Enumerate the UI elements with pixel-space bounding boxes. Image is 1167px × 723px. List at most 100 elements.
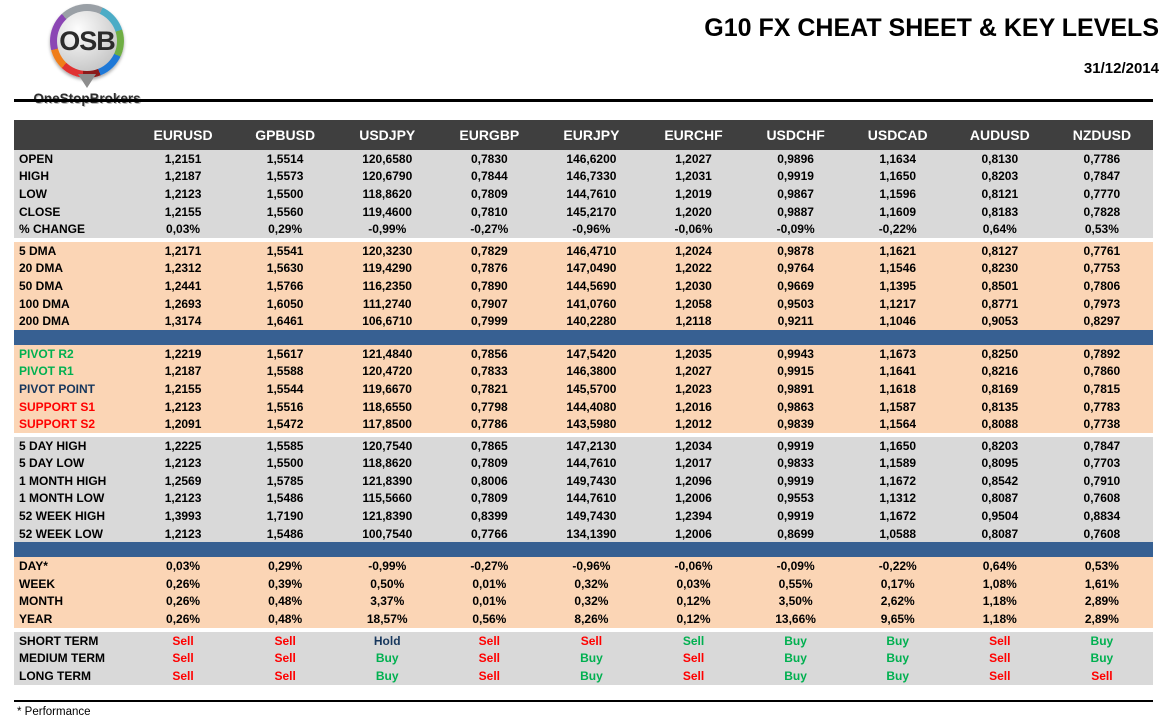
- value-cell: Sell: [478, 651, 500, 666]
- value-cell: Hold: [373, 633, 401, 648]
- table-row: SUPPORT S1 1,2123 1,5516 118,6550 0,7798 144,…: [14, 398, 1153, 416]
- value-cell: 121,8390: [362, 509, 413, 524]
- row-label: 1 MONTH HIGH: [19, 473, 107, 488]
- value-cell: 1,2155: [164, 204, 202, 219]
- value-cell: 0,8297: [1083, 314, 1121, 329]
- value-cell: 0,8216: [981, 364, 1019, 379]
- section-divider-bar: [14, 542, 1153, 558]
- value-cell: 0,9211: [777, 314, 814, 329]
- value-cell: 2,89%: [1084, 612, 1119, 627]
- value-cell: 144,7610: [566, 456, 617, 471]
- column-header: EURJPY: [563, 127, 620, 143]
- report-date: 31/12/2014: [1083, 60, 1159, 77]
- row-label: LOW: [19, 186, 47, 201]
- header-divider: [14, 99, 1153, 102]
- value-cell: 1,61%: [1084, 576, 1119, 591]
- table-row: WEEK 0,26% 0,39% 0,50% 0,01% 0,32% 0,03% 0,55% 0…: [14, 575, 1153, 593]
- value-cell: 0,32%: [574, 576, 609, 591]
- value-cell: 0,8087: [981, 526, 1019, 541]
- value-cell: -0,06%: [674, 559, 713, 574]
- value-cell: 0,03%: [676, 576, 711, 591]
- value-cell: 0,56%: [472, 612, 507, 627]
- value-cell: 0,8501: [981, 278, 1019, 293]
- column-header: AUDUSD: [969, 127, 1030, 143]
- section-gap: [14, 432, 1153, 437]
- value-cell: 1,1673: [879, 346, 917, 361]
- value-cell: Buy: [1090, 633, 1114, 648]
- value-cell: -0,09%: [776, 559, 815, 574]
- value-cell: 149,7430: [566, 473, 617, 488]
- value-cell: 1,2027: [675, 364, 712, 379]
- value-cell: 149,7430: [566, 509, 617, 524]
- value-cell: 1,5560: [266, 204, 304, 219]
- value-cell: 1,6050: [266, 296, 304, 311]
- value-cell: -0,99%: [368, 559, 407, 574]
- value-cell: 0,8088: [981, 417, 1019, 432]
- value-cell: 0,7876: [470, 261, 508, 276]
- brand-name: OneStopBrokers: [22, 91, 152, 106]
- value-cell: 118,6550: [362, 399, 412, 414]
- table-header-row: EURUSD GPBUSD USDJPY EURGBP EURJPY EURCHF USDC…: [14, 120, 1153, 150]
- value-cell: 0,9867: [777, 186, 814, 201]
- row-label: OPEN: [19, 151, 54, 166]
- value-cell: 0,7847: [1083, 438, 1121, 453]
- value-cell: 120,4720: [362, 364, 413, 379]
- value-cell: 1,18%: [982, 594, 1017, 609]
- value-cell: Buy: [886, 651, 910, 666]
- value-cell: 0,8542: [981, 473, 1019, 488]
- value-cell: 0,26%: [166, 576, 201, 591]
- value-cell: 134,1390: [566, 526, 617, 541]
- value-cell: Sell: [682, 668, 705, 683]
- value-cell: 1,2017: [675, 456, 712, 471]
- value-cell: 0,9919: [777, 169, 814, 184]
- value-cell: Sell: [478, 633, 500, 648]
- value-cell: 0,9833: [777, 456, 814, 471]
- row-label: 5 DAY LOW: [19, 456, 85, 471]
- value-cell: 115,5660: [362, 491, 412, 506]
- value-cell: 144,4080: [566, 399, 617, 414]
- value-cell: 0,39%: [268, 576, 303, 591]
- value-cell: 1,5514: [266, 151, 304, 166]
- value-cell: 1,2569: [164, 473, 202, 488]
- value-cell: 0,9764: [777, 261, 814, 276]
- value-cell: 1,2019: [675, 186, 712, 201]
- value-cell: 0,17%: [880, 576, 915, 591]
- value-cell: Sell: [172, 651, 194, 666]
- value-cell: 1,2020: [675, 204, 712, 219]
- value-cell: 1,2035: [675, 346, 712, 361]
- value-cell: 145,5700: [566, 381, 617, 396]
- value-cell: Sell: [274, 651, 296, 666]
- table-row: % CHANGE 0,03% 0,29% -0,99% -0,27% -0,96% -0,0…: [14, 220, 1153, 238]
- value-cell: 0,50%: [370, 576, 405, 591]
- value-cell: 1,2693: [164, 296, 202, 311]
- value-cell: 0,7865: [470, 438, 508, 453]
- value-cell: -0,96%: [572, 222, 611, 237]
- value-cell: 1,5541: [266, 243, 304, 258]
- value-cell: 1,5544: [266, 381, 304, 396]
- row-label: 52 WEEK HIGH: [19, 509, 106, 524]
- value-cell: Buy: [375, 651, 399, 666]
- table-row: OPEN 1,2151 1,5514 120,6580 0,7830 146,6200 1,…: [14, 150, 1153, 168]
- value-cell: 0,55%: [778, 576, 813, 591]
- section-gap: [14, 627, 1153, 632]
- value-cell: 1,2155: [164, 381, 202, 396]
- value-cell: 1,2187: [164, 169, 202, 184]
- value-cell: 144,7610: [566, 491, 617, 506]
- osb-logo: OSB OneStopBrokers: [22, 4, 152, 106]
- value-cell: 143,5980: [566, 417, 617, 432]
- value-cell: 0,8095: [981, 456, 1019, 471]
- section-ohlc: OPEN 1,2151 1,5514 120,6580 0,7830 146,6200 1,…: [14, 150, 1153, 238]
- value-cell: 0,7753: [1083, 261, 1121, 276]
- value-cell: Sell: [989, 651, 1011, 666]
- value-cell: 1,1609: [879, 204, 917, 219]
- value-cell: 0,8834: [1083, 509, 1121, 524]
- value-cell: Buy: [886, 668, 910, 683]
- table-row: LOW 1,2123 1,5500 118,8620 0,7809 144,7610 1,2…: [14, 185, 1153, 203]
- value-cell: Sell: [989, 668, 1011, 683]
- value-cell: 0,7798: [470, 399, 508, 414]
- value-cell: 0,64%: [982, 559, 1017, 574]
- section-signals: SHORT TERM Sell Sell Hold Sell Sell Sell Buy Buy…: [14, 631, 1153, 685]
- value-cell: 0,7770: [1083, 186, 1121, 201]
- value-cell: 0,9553: [777, 491, 814, 506]
- value-cell: Sell: [172, 668, 194, 683]
